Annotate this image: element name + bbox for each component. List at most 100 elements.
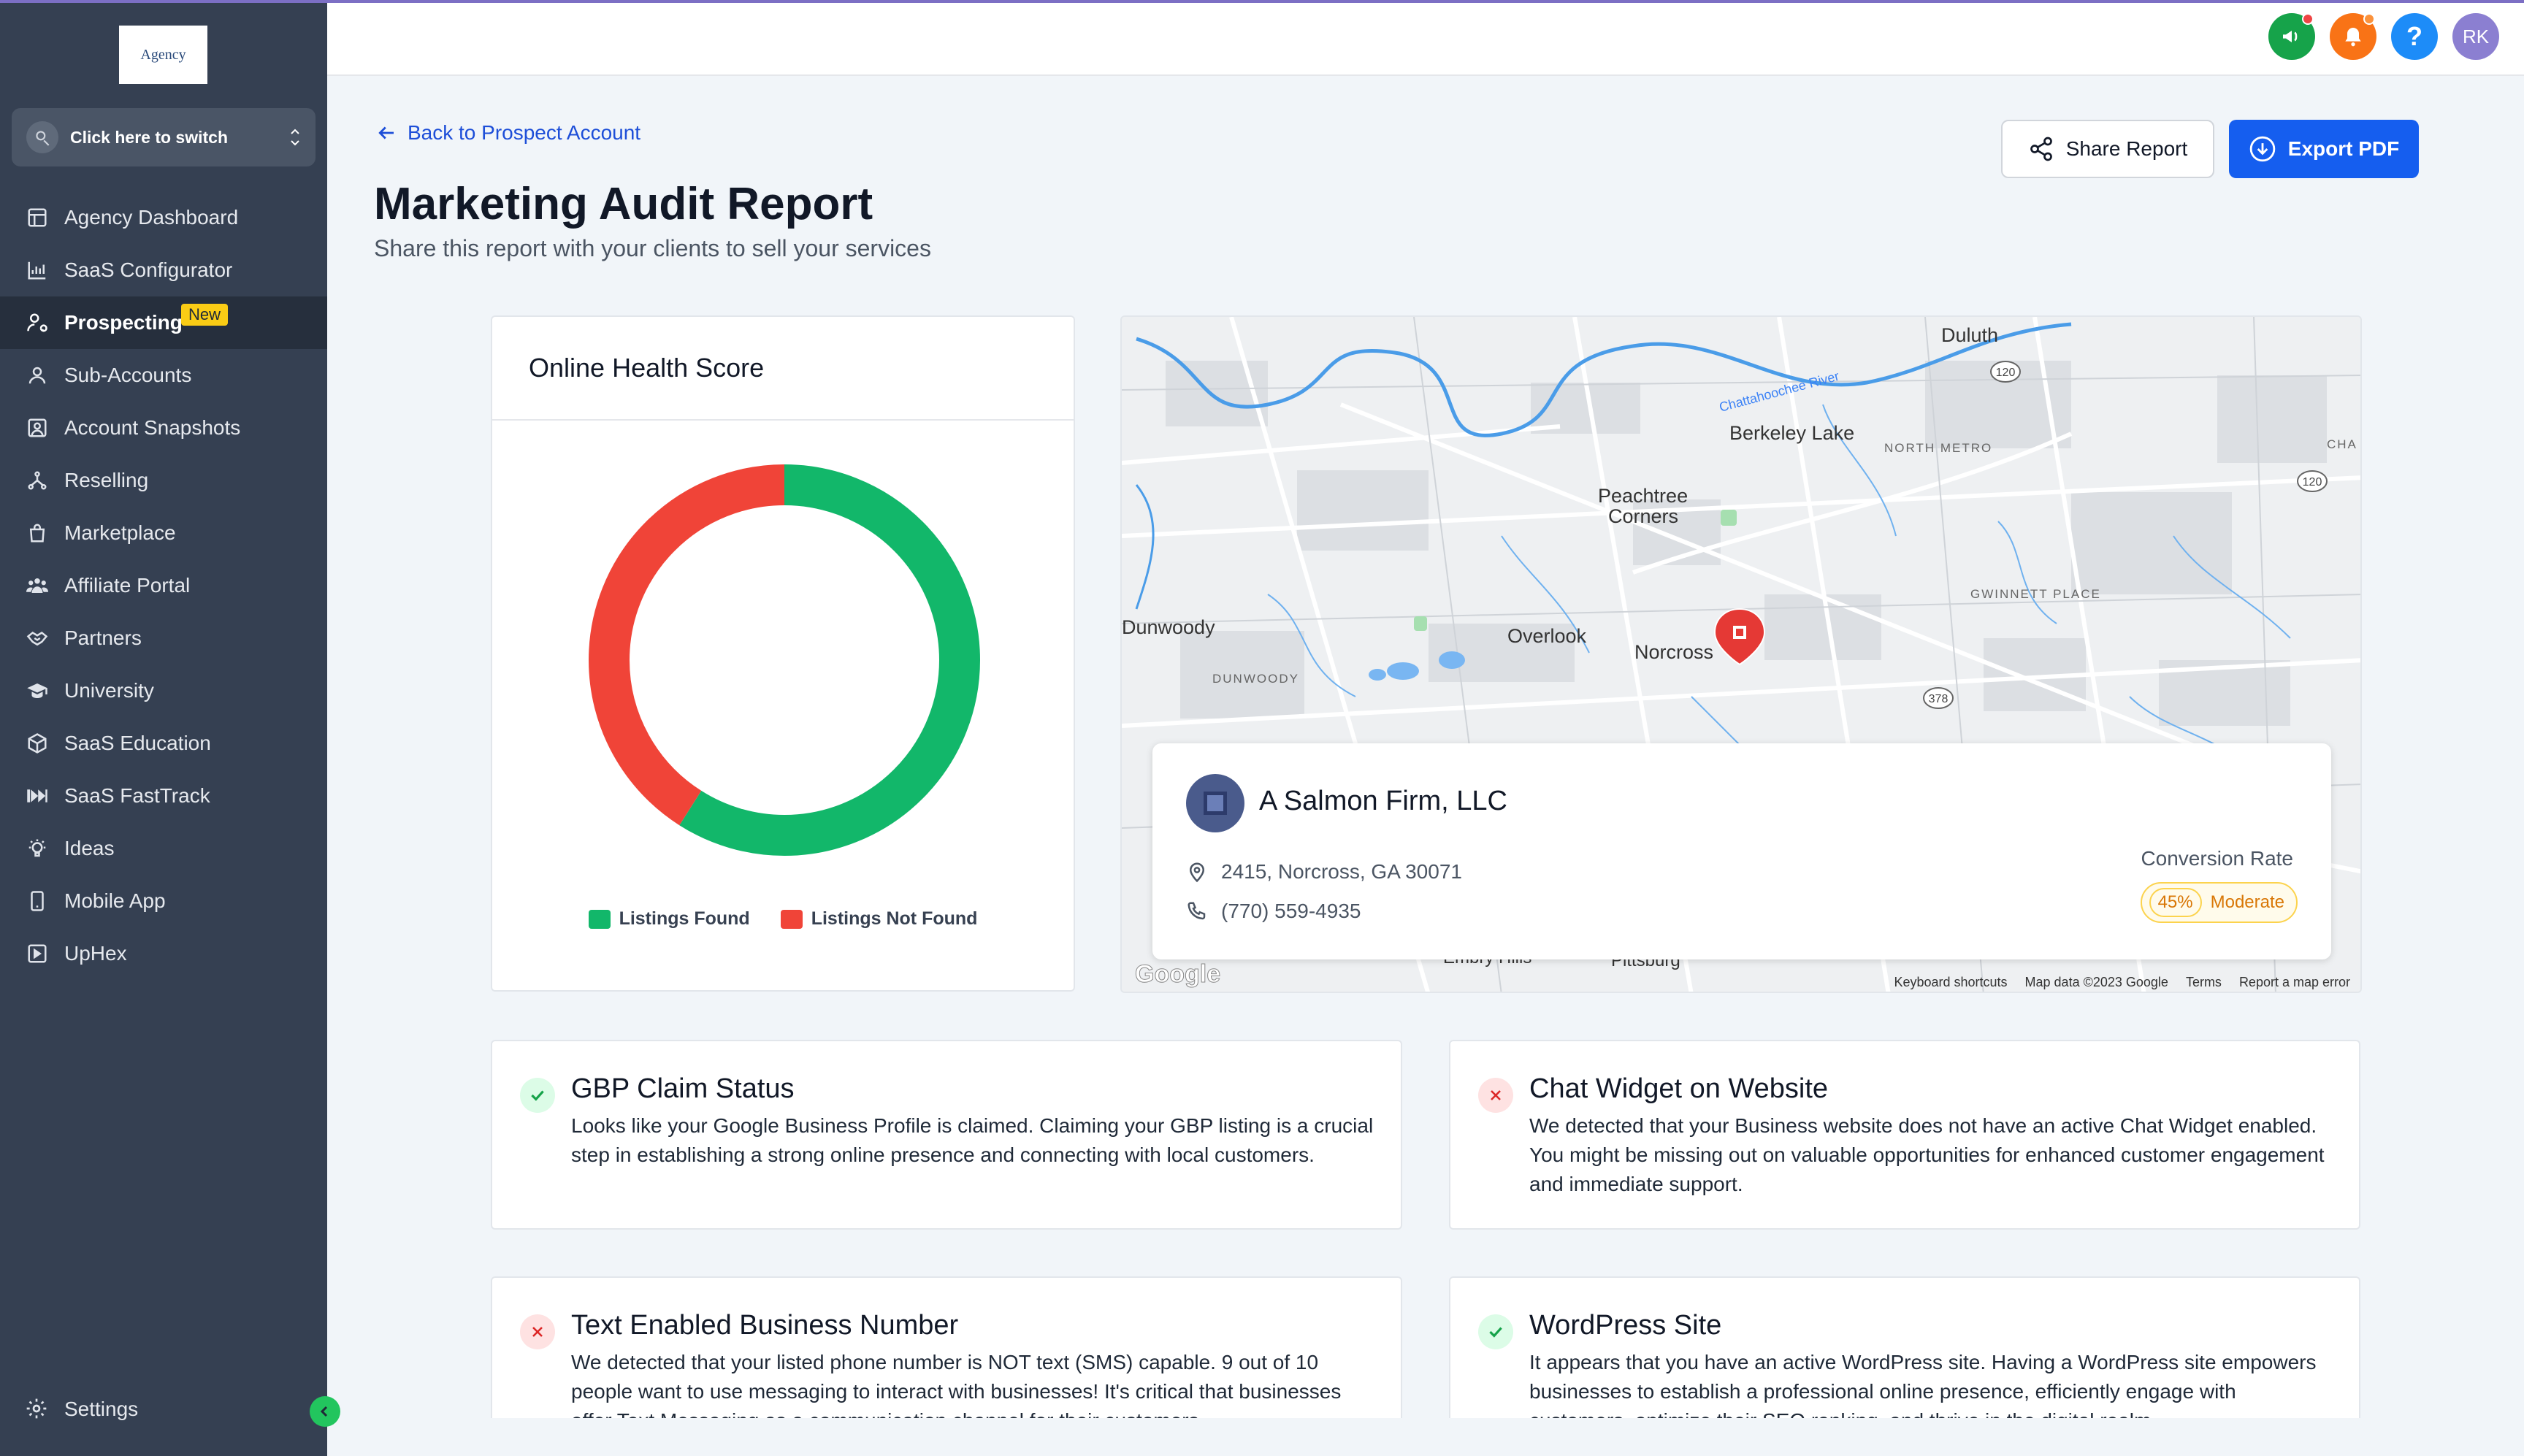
conversion-rate-badge: 45% Moderate — [2140, 882, 2298, 923]
legend-item-found[interactable]: Listings Found — [588, 908, 750, 930]
map-footer-terms[interactable]: Terms — [2185, 975, 2222, 989]
conversion-rate-level: Moderate — [2210, 892, 2284, 912]
switcher-label: Click here to switch — [70, 127, 229, 147]
route-120-label: 120 — [1996, 367, 2016, 379]
sidebar-item-marketplace[interactable]: Marketplace — [0, 507, 327, 559]
business-logo — [1186, 774, 1244, 832]
sidebar-item-settings[interactable]: Settings — [0, 1383, 327, 1436]
help-button[interactable]: ? — [2391, 13, 2438, 60]
logo-text: Agency — [140, 46, 186, 63]
audit-title: WordPress Site — [1529, 1310, 1722, 1341]
back-to-prospect-link[interactable]: Back to Prospect Account — [375, 121, 640, 145]
chevron-left-icon — [320, 1406, 328, 1417]
sidebar-item-label: Reselling — [64, 469, 149, 491]
legend-item-not-found[interactable]: Listings Not Found — [780, 908, 978, 930]
sidebar-item-label: SaaS Education — [64, 732, 211, 754]
business-location-pin[interactable] — [1713, 608, 1766, 666]
health-legend: Listings Found Listings Not Found — [492, 908, 1074, 930]
sidebar-item-ideas[interactable]: Ideas — [0, 822, 327, 875]
map-label-dunwoody-small: DUNWOODY — [1212, 672, 1299, 686]
business-name: A Salmon Firm, LLC — [1259, 786, 1507, 816]
map-label-berkeley-lake: Berkeley Lake — [1729, 422, 1855, 444]
check-icon — [1478, 1314, 1513, 1349]
map-footer: Keyboard shortcuts Map data ©2023 Google… — [1894, 975, 2350, 990]
close-icon — [1478, 1078, 1513, 1113]
unread-dot — [2363, 13, 2375, 25]
google-logo: Google — [1134, 960, 1221, 989]
location-pin-icon — [1189, 862, 1205, 883]
account-switcher[interactable]: Click here to switch — [12, 108, 316, 166]
sidebar-item-label: Affiliate Portal — [64, 574, 191, 597]
route-378-label: 378 — [1929, 693, 1949, 705]
export-pdf-button[interactable]: Export PDF — [2229, 120, 2419, 178]
sidebar-item-uphex[interactable]: UpHex — [0, 927, 327, 980]
help-icon: ? — [2406, 21, 2422, 51]
map-label-cha: CHA — [2327, 437, 2357, 451]
reselling-icon — [25, 468, 50, 493]
sidebar-item-sub-accounts[interactable]: Sub-Accounts — [0, 349, 327, 402]
export-pdf-label: Export PDF — [2287, 137, 2400, 160]
sidebar-item-prospecting[interactable]: Prospecting New — [0, 296, 327, 349]
sidebar-item-saas-configurator[interactable]: SaaS Configurator — [0, 244, 327, 296]
sidebar-item-saas-education[interactable]: SaaS Education — [0, 717, 327, 770]
gear-icon — [25, 1397, 50, 1422]
avatar-initials: RK — [2462, 25, 2490, 47]
sidebar-item-label: Partners — [64, 627, 142, 649]
chevron-updown-icon — [289, 126, 301, 148]
phone-icon — [1188, 902, 1206, 920]
sidebar-nav: Agency Dashboard SaaS Configurator Prosp… — [0, 191, 327, 980]
map-footer-report-error[interactable]: Report a map error — [2238, 975, 2350, 989]
user-icon — [25, 363, 50, 388]
donut-slice-listings-not-found[interactable] — [589, 464, 980, 856]
sidebar-item-label: University — [64, 679, 154, 702]
sidebar: Agency Click here to switch Agency Dashb… — [0, 0, 327, 1456]
avatar[interactable]: RK — [2452, 13, 2499, 60]
graduation-cap-icon — [25, 678, 50, 703]
audit-description: Looks like your Google Business Profile … — [571, 1114, 1374, 1166]
back-link-label: Back to Prospect Account — [408, 121, 641, 144]
megaphone-icon — [2283, 31, 2298, 42]
settings-label: Settings — [64, 1398, 139, 1420]
map-label-corners: Corners — [1608, 505, 1679, 527]
close-icon — [520, 1314, 555, 1349]
sidebar-item-label: Ideas — [64, 837, 115, 859]
bag-icon — [25, 521, 50, 545]
legend-swatch-found — [588, 909, 611, 929]
conversion-rate-percent: 45% — [2149, 888, 2202, 917]
sidebar-item-saas-fasttrack[interactable]: SaaS FastTrack — [0, 770, 327, 822]
download-icon — [2249, 136, 2276, 162]
page-subtitle: Share this report with your clients to s… — [374, 235, 931, 261]
sidebar-item-partners[interactable]: Partners — [0, 612, 327, 664]
sidebar-item-mobile-app[interactable]: Mobile App — [0, 875, 327, 927]
legend-label-not-found: Listings Not Found — [811, 908, 978, 929]
map-label-gwinnett-place: GWINNETT PLACE — [1970, 587, 2101, 601]
announcements-button[interactable] — [2268, 13, 2315, 60]
handshake-icon — [25, 626, 50, 651]
business-phone[interactable]: (770) 559-4935 — [1186, 900, 1361, 923]
unread-dot — [2302, 13, 2314, 25]
agency-logo[interactable]: Agency — [119, 26, 207, 84]
online-health-score-card: Online Health Score Listings Found Listi… — [491, 315, 1075, 992]
sidebar-item-label: Account Snapshots — [64, 416, 241, 439]
switch-icon — [26, 121, 58, 153]
map-label-dunwoody: Dunwoody — [1122, 616, 1215, 638]
map-footer-keyboard-shortcuts[interactable]: Keyboard shortcuts — [1894, 975, 2008, 989]
collapse-sidebar-button[interactable] — [310, 1396, 340, 1427]
sidebar-item-label: Marketplace — [64, 521, 176, 544]
business-phone-text: (770) 559-4935 — [1221, 900, 1361, 922]
sidebar-item-university[interactable]: University — [0, 664, 327, 717]
sidebar-item-reselling[interactable]: Reselling — [0, 454, 327, 507]
dashboard-icon — [25, 205, 50, 230]
sidebar-item-account-snapshots[interactable]: Account Snapshots — [0, 402, 327, 454]
sidebar-item-label: Agency Dashboard — [64, 206, 239, 229]
sidebar-item-label: SaaS Configurator — [64, 258, 233, 281]
cube-icon — [25, 731, 50, 756]
notifications-button[interactable] — [2330, 13, 2376, 60]
map-label-peachtree: Peachtree — [1598, 485, 1689, 507]
sidebar-item-affiliate-portal[interactable]: Affiliate Portal — [0, 559, 327, 612]
share-report-button[interactable]: Share Report — [2001, 120, 2214, 178]
health-donut-chart — [589, 464, 980, 856]
page-title: Marketing Audit Report — [374, 179, 873, 229]
sidebar-item-agency-dashboard[interactable]: Agency Dashboard — [0, 191, 327, 244]
users-icon — [25, 573, 50, 598]
